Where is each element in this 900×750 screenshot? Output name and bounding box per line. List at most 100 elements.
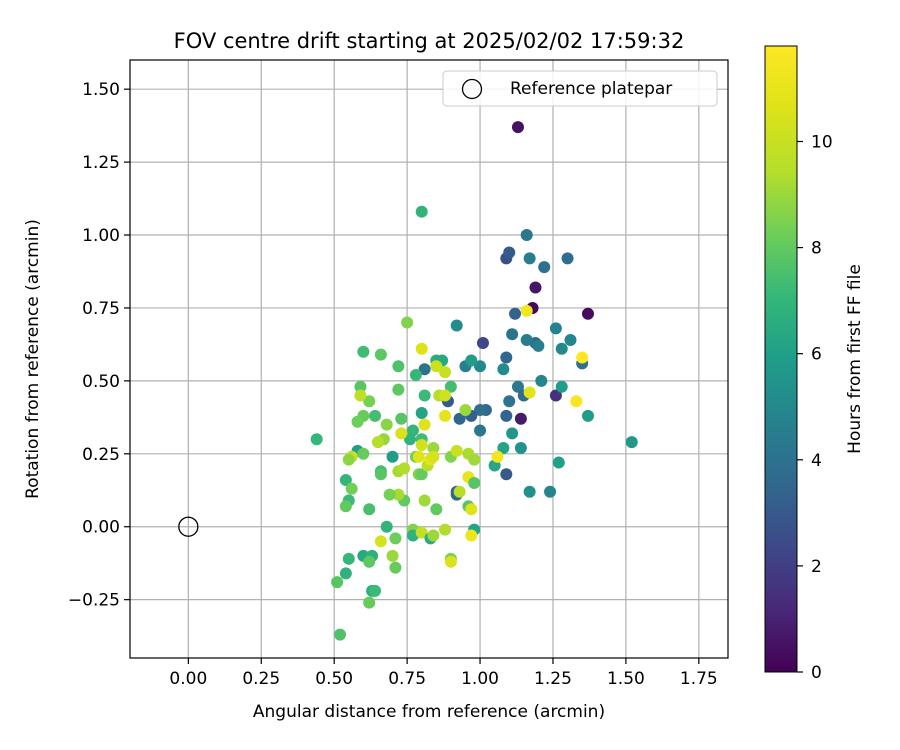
x-axis-label: Angular distance from reference (arcmin) [253,702,605,722]
scatter-point [369,409,382,422]
scatter-point [439,366,452,379]
scatter-point [354,389,367,402]
scatter-point [401,316,414,329]
scatter-point [386,549,399,562]
scatter-point [468,476,481,489]
scatter-point [444,555,457,568]
scatter-point [404,433,417,446]
reference-marker-layer [178,516,199,537]
scatter-point [310,433,323,446]
scatter-point [389,532,402,545]
scatter-point [506,427,519,440]
scatter-point [331,576,344,589]
scatter-point [500,351,513,364]
scatter-point [497,363,510,376]
scatter-point [544,485,557,498]
scatter-point [334,628,347,641]
scatter-point [459,404,472,417]
scatter-point [520,334,533,347]
scatter-point [363,555,376,568]
colorbar-ticks: 0 2 4 6 8 10 [797,132,833,683]
scatter-point [418,363,431,376]
scatter-point [339,474,352,487]
scatter-point [453,485,466,498]
scatter-point [474,424,487,437]
y-tick-label: 0.50 [82,372,120,392]
scatter-point [506,328,519,341]
scatter-point [380,520,393,533]
scatter-point [503,395,516,408]
scatter-point [412,450,425,463]
scatter-point [581,409,594,422]
y-tick-label: 0.75 [82,299,120,319]
scatter-point [363,503,376,516]
scatter-point [439,523,452,536]
scatter-point [386,450,399,463]
scatter-point [389,561,402,574]
scatter-point [535,374,548,387]
scatter-point [374,535,387,548]
scatter-point [415,526,428,539]
y-axis-ticks: −0.25 0.00 0.25 0.50 0.75 1.00 1.25 1.50 [68,80,130,611]
scatter-point [450,444,463,457]
x-tick-label: 1.75 [680,669,718,689]
scatter-point [418,418,431,431]
scatter-point [576,351,589,364]
scatter-point [476,336,489,349]
y-tick-label: 1.25 [82,153,120,173]
scatter-point [520,304,533,317]
colorbar-tick-label: 8 [811,239,822,259]
scatter-point [363,395,376,408]
scatter-point [415,205,428,218]
scatter-point [465,503,478,516]
colorbar-tick-label: 2 [811,557,822,577]
colorbar-tick-label: 4 [811,451,822,471]
scatter-point [357,345,370,358]
scatter-point [409,369,422,382]
scatter-point [555,342,568,355]
scatter-point [369,584,382,597]
scatter-point [491,450,504,463]
colorbar-tick-label: 10 [811,132,833,152]
scatter-point [439,389,452,402]
scatter-point [345,482,358,495]
x-tick-label: 0.00 [169,669,207,689]
scatter-point [552,456,565,469]
scatter-point [523,252,536,265]
y-axis-label: Rotation from reference (arcmin) [23,219,43,499]
scatter-point [357,447,370,460]
y-tick-label: 1.00 [82,226,120,246]
scatter-point [342,552,355,565]
scatter-points [310,121,638,641]
scatter-point [395,427,408,440]
scatter-point [339,567,352,580]
scatter-point [444,380,457,393]
scatter-point [523,386,536,399]
scatter-point [514,441,527,454]
scatter-point [415,406,428,419]
scatter-point [474,360,487,373]
y-tick-label: 0.00 [82,518,120,538]
scatter-point [418,389,431,402]
scatter-point [439,409,452,422]
scatter-point [465,529,478,542]
scatter-point [509,307,522,320]
reference-platepar-marker [178,516,199,537]
scatter-point [342,453,355,466]
scatter-point [380,418,393,431]
scatter-point [374,348,387,361]
x-tick-label: 1.00 [461,669,499,689]
scatter-point [529,281,542,294]
x-tick-label: 1.50 [607,669,645,689]
scatter-point [500,468,513,481]
scatter-point [363,596,376,609]
colorbar-gradient [764,45,798,673]
scatter-point [383,488,396,501]
scatter-point [354,380,367,393]
scatter-point [625,436,638,449]
x-axis-ticks: 0.00 0.25 0.50 0.75 1.00 1.25 1.50 1.75 [169,658,718,689]
scatter-point [581,307,594,320]
legend: Reference platepar [442,70,718,107]
scatter-point [374,468,387,481]
scatter-point [430,360,443,373]
